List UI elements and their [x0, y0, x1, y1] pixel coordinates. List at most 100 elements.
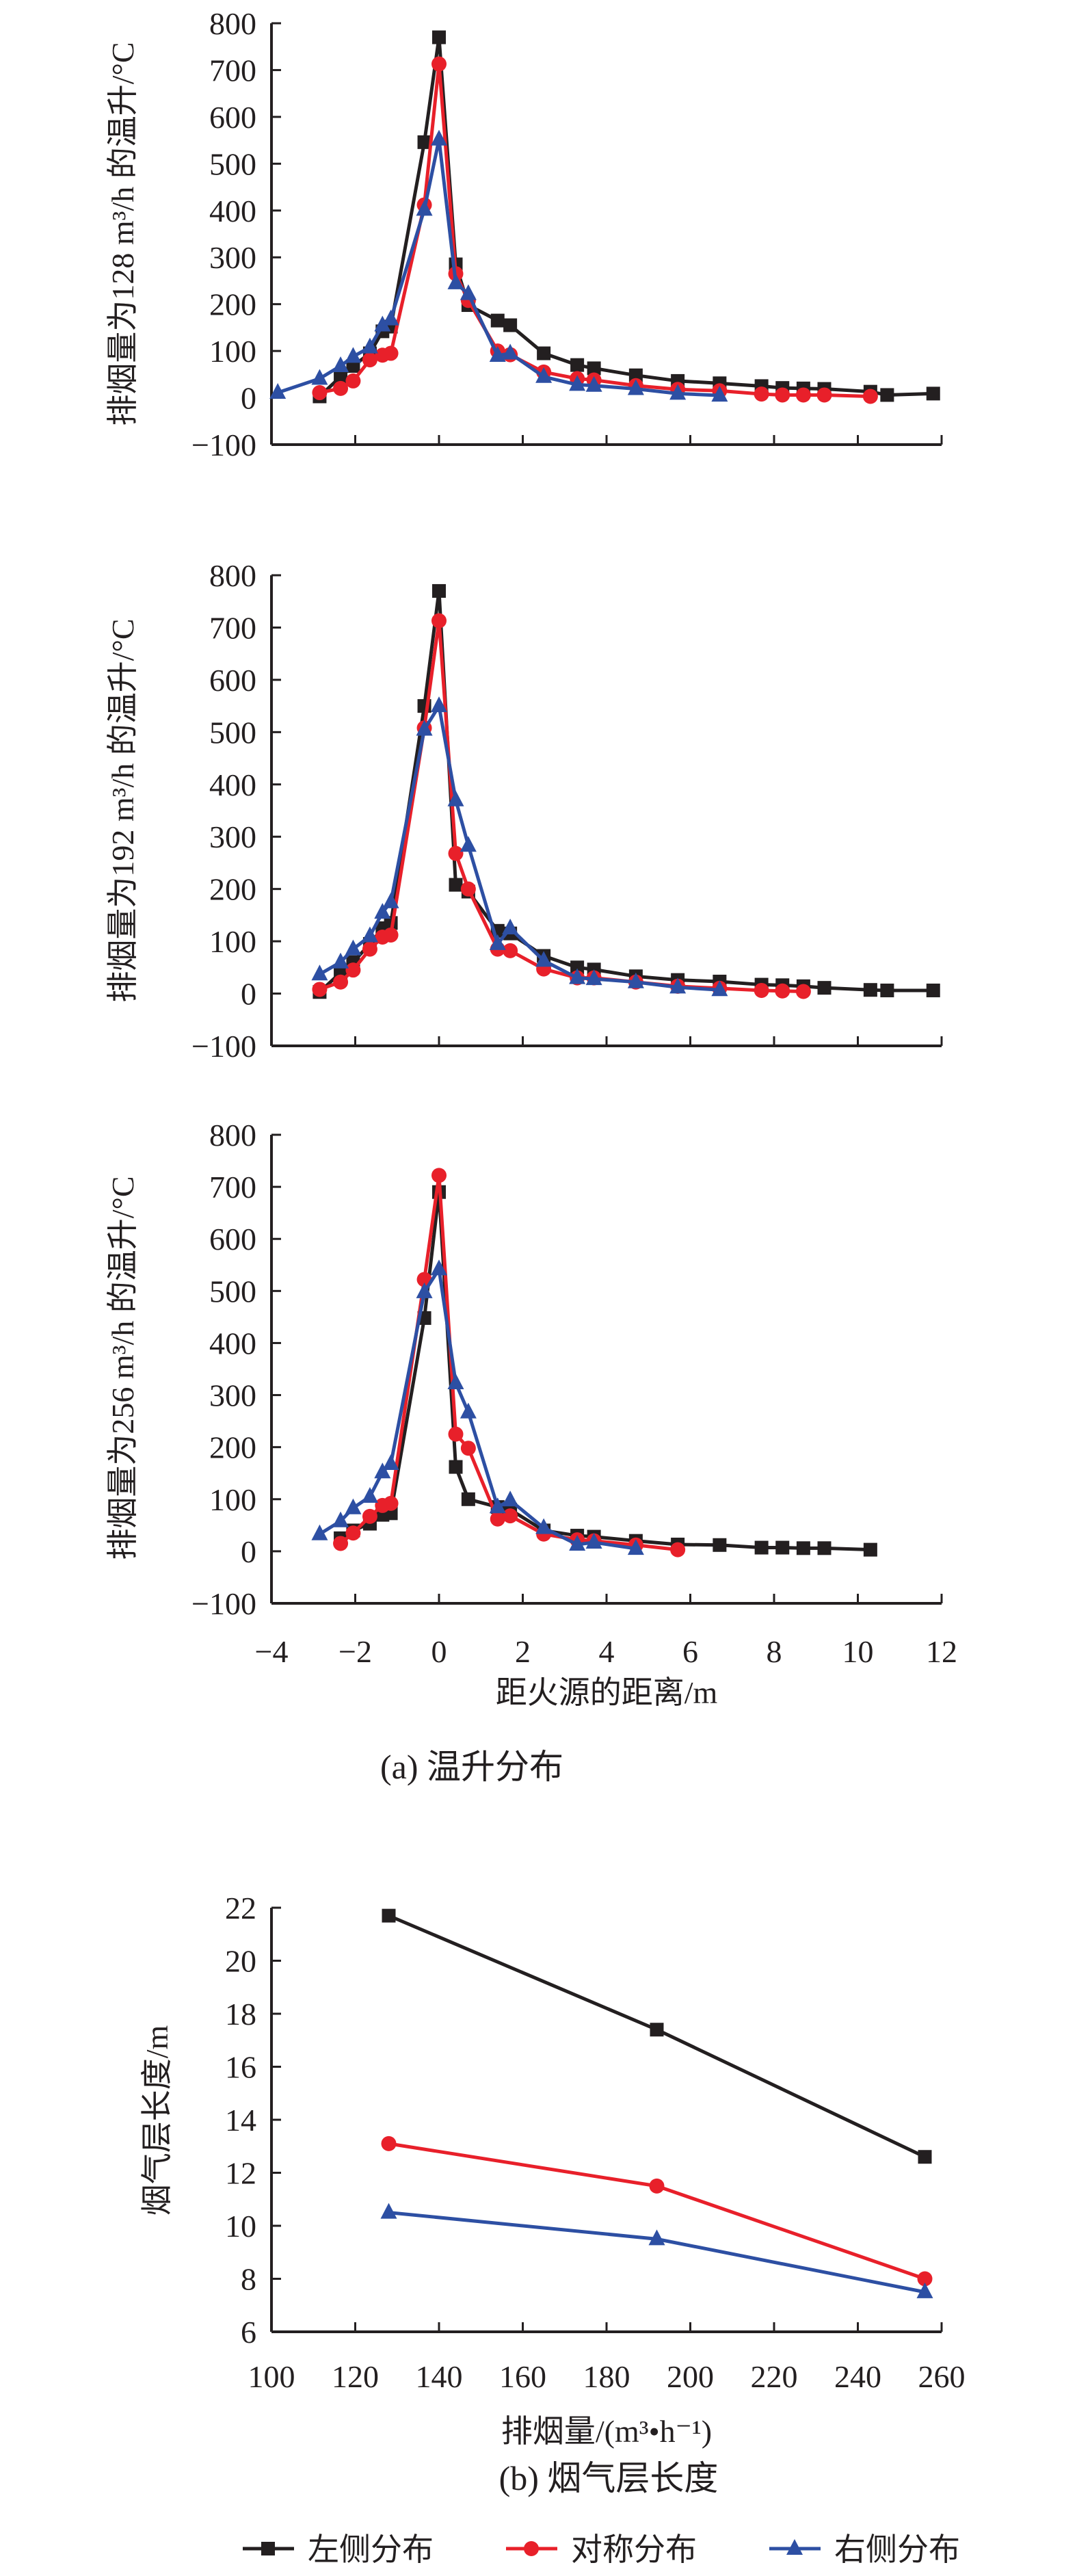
series-sym	[381, 2135, 933, 2287]
data-point-right	[447, 790, 464, 806]
data-point-right	[332, 356, 349, 373]
data-point-sym	[381, 2135, 397, 2151]
data-point-sym	[775, 387, 790, 403]
y-tick-label: 0	[241, 977, 256, 1012]
data-point-sym	[460, 1441, 476, 1456]
y-tick-label: 400	[209, 1326, 256, 1361]
data-point-right	[627, 1539, 644, 1555]
data-point-right	[431, 129, 447, 146]
legend-marker-sym	[524, 2541, 539, 2556]
data-point-sym	[362, 941, 377, 957]
legend-item-sym: 对称分布	[506, 2532, 697, 2567]
data-point-sym	[345, 1525, 361, 1541]
legend-item-right: 右侧分布	[769, 2532, 960, 2567]
y-tick-label: 800	[209, 6, 256, 41]
data-point-sym	[754, 386, 769, 402]
y-tick-label: 300	[209, 240, 256, 275]
y-tick-label: 22	[225, 1891, 256, 1926]
chart-3: −100 0 100 200 300 400 500 600 700 800 −4 −2 0 2 4 6 8 10…	[105, 1118, 957, 1710]
data-point-sym	[333, 380, 349, 396]
y-tick-label: 200	[209, 872, 256, 907]
data-point-sym	[431, 56, 447, 72]
data-point-right	[627, 379, 644, 395]
data-point-left	[461, 1492, 475, 1506]
data-point-right	[345, 1498, 362, 1514]
y-tick-label: 100	[209, 1482, 256, 1517]
y-tick-label: 400	[209, 767, 256, 802]
x-tick-label: 240	[834, 2359, 881, 2394]
data-point-right	[374, 903, 391, 919]
legend-item-left: 左侧分布	[243, 2532, 434, 2567]
y-tick-label: −100	[191, 1586, 256, 1621]
series-line-left	[318, 36, 933, 398]
data-point-right	[374, 315, 391, 332]
series-line-sym	[339, 1173, 678, 1552]
data-point-left	[432, 30, 446, 44]
data-point-left	[926, 386, 940, 401]
y-tick-label: 200	[209, 1430, 256, 1465]
data-point-right	[447, 273, 464, 289]
y-tick-label: 700	[209, 610, 256, 645]
y-tick-label: 10	[225, 2209, 256, 2244]
data-point-left	[628, 368, 643, 382]
data-point-left	[382, 1908, 396, 1923]
data-point-sym	[333, 974, 349, 990]
y-tick-label: 100	[209, 924, 256, 959]
y-tick-label: 800	[209, 558, 256, 593]
data-point-right	[380, 2203, 397, 2219]
data-point-sym	[754, 982, 769, 998]
data-point-right	[311, 1524, 328, 1540]
series-left	[382, 1908, 932, 2164]
data-point-left	[863, 1542, 877, 1557]
data-point-right	[382, 1454, 399, 1471]
data-point-sym	[490, 1511, 505, 1527]
y-tick-label: 600	[209, 663, 256, 698]
data-point-right	[311, 369, 328, 385]
data-point-right	[502, 1490, 519, 1507]
x-tick-label: 120	[332, 2359, 379, 2394]
y-axis-label: 烟气层长度/m	[139, 2025, 174, 2216]
data-point-left	[863, 983, 877, 997]
x-tick-label: 8	[767, 1634, 782, 1669]
x-tick-label: 12	[926, 1634, 957, 1669]
y-tick-label: 18	[225, 1997, 256, 2032]
data-point-right	[382, 892, 399, 908]
data-point-left	[754, 1540, 769, 1555]
y-tick-label: 700	[209, 53, 256, 88]
data-point-sym	[431, 1168, 447, 1183]
data-point-left	[775, 1540, 790, 1555]
y-tick-label: 300	[209, 1378, 256, 1413]
legend-label: 对称分布	[571, 2532, 697, 2567]
data-point-sym	[383, 927, 399, 943]
data-point-left	[817, 1541, 832, 1555]
y-tick-label: −100	[191, 1029, 256, 1064]
data-point-sym	[649, 2178, 665, 2194]
x-tick-label: 260	[918, 2359, 966, 2394]
data-point-right	[489, 1497, 506, 1514]
data-point-right	[669, 977, 687, 994]
data-point-right	[585, 969, 602, 986]
data-point-sym	[816, 387, 832, 403]
data-point-sym	[383, 1495, 399, 1511]
chart-1: −100 0 100 200 300 400 500 600 700 800 排烟量为128 m³/…	[105, 6, 943, 462]
series-left	[313, 30, 940, 404]
data-point-left	[334, 369, 348, 384]
data-point-right	[585, 1532, 602, 1549]
data-point-right	[535, 1518, 553, 1534]
series-line-right	[319, 1267, 637, 1551]
data-point-right	[502, 919, 519, 934]
x-tick-label: 10	[842, 1634, 874, 1669]
data-point-sym	[333, 1536, 349, 1551]
series-line-right	[319, 704, 720, 992]
y-tick-label: 800	[209, 1118, 256, 1153]
data-point-right	[489, 345, 506, 362]
data-point-left	[503, 318, 518, 332]
data-point-right	[382, 309, 399, 326]
series-right	[311, 696, 728, 997]
y-tick-label: 200	[209, 287, 256, 322]
data-point-right	[431, 1259, 447, 1276]
x-tick-label: 2	[515, 1634, 531, 1669]
data-point-right	[569, 968, 586, 984]
data-point-right	[569, 375, 586, 391]
data-point-right	[361, 337, 378, 354]
